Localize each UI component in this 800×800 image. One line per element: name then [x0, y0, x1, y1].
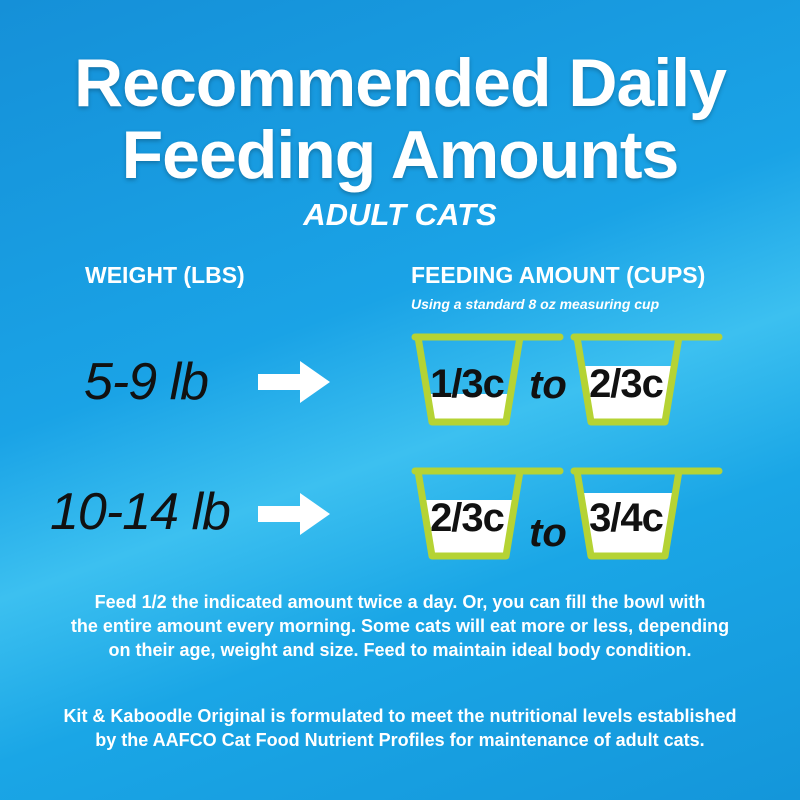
statement-line: by the AAFCO Cat Food Nutrient Profiles …	[95, 730, 705, 750]
title-line-2: Feeding Amounts	[121, 117, 680, 193]
connector-to: to	[529, 363, 567, 407]
arrow-right-icon	[258, 493, 330, 535]
measuring-cup-icon	[414, 336, 524, 426]
feeding-instructions: Feed 1/2 the indicated amount twice a da…	[0, 590, 800, 662]
measuring-cup-icon	[573, 470, 683, 560]
cup-fill-level	[580, 493, 676, 556]
cup-fill-level	[422, 499, 516, 556]
arrow-right-icon	[258, 361, 330, 403]
subtitle: ADULT CATS	[303, 197, 497, 232]
instruction-line: on their age, weight and size. Feed to m…	[108, 640, 692, 660]
statement-line: Kit & Kaboodle Original is formulated to…	[63, 706, 737, 726]
measuring-cup-note: Using a standard 8 oz measuring cup	[411, 296, 660, 312]
connector-to: to	[529, 511, 567, 555]
instruction-line: Feed 1/2 the indicated amount twice a da…	[94, 592, 706, 612]
instruction-line: the entire amount every morning. Some ca…	[70, 616, 730, 636]
weight-header: WEIGHT (LBS)	[85, 262, 245, 288]
measuring-cup-icon	[573, 336, 683, 426]
weight-row-2: 10-14 lb	[50, 483, 231, 541]
cup-amount-label: 1/3c	[430, 362, 505, 406]
cup-fill-level	[581, 365, 675, 422]
cup-fill-level	[427, 394, 511, 422]
aafco-statement: Kit & Kaboodle Original is formulated to…	[0, 704, 800, 752]
cup-amount-label: 2/3c	[589, 362, 664, 406]
weight-row-1: 5-9 lb	[84, 353, 209, 411]
title-line-1: Recommended Daily	[74, 45, 727, 121]
measuring-cup-icon	[414, 470, 524, 560]
cup-amount-label: 3/4c	[589, 496, 664, 540]
cup-amount-label: 2/3c	[430, 496, 505, 540]
feeding-header: FEEDING AMOUNT (CUPS)	[411, 262, 706, 288]
